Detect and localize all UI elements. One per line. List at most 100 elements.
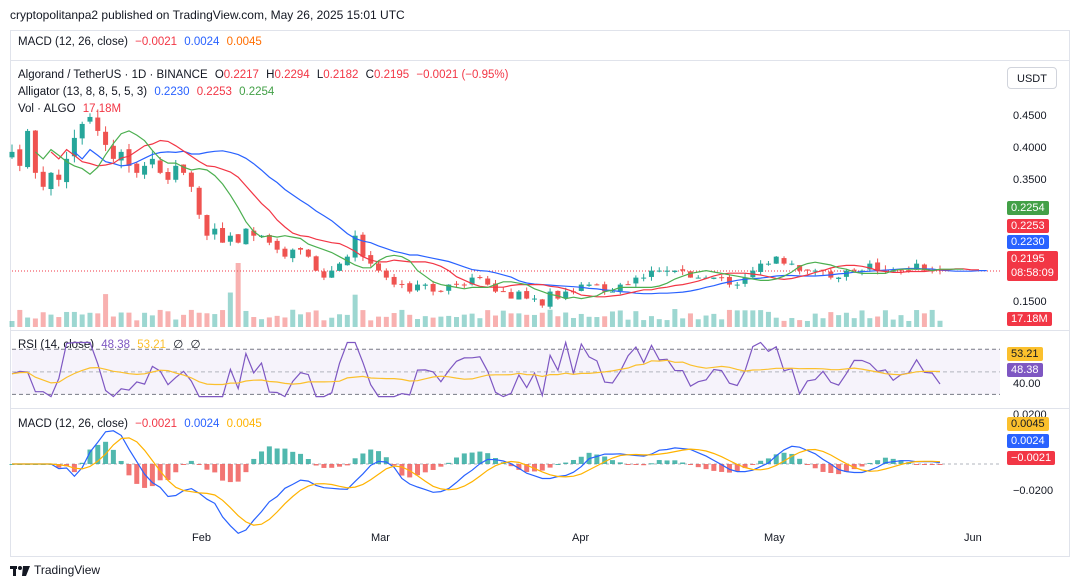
currency-button[interactable]: USDT bbox=[1007, 67, 1057, 89]
candle-body bbox=[477, 277, 483, 279]
candle-body bbox=[672, 270, 678, 272]
volume-bar bbox=[227, 292, 233, 327]
macd-label: MACD (12, 26, close) bbox=[18, 418, 128, 430]
volume-bar bbox=[828, 312, 834, 327]
volume-bar bbox=[500, 310, 506, 327]
macd-histogram-bar bbox=[243, 464, 249, 473]
candle-body bbox=[758, 263, 764, 272]
volume-bar bbox=[563, 312, 569, 327]
candle-body bbox=[259, 235, 265, 237]
alligator-teeth-line bbox=[50, 139, 979, 298]
macd-histogram-bar bbox=[804, 464, 810, 465]
volume-legend[interactable]: Vol · ALGO 17.18M bbox=[18, 103, 125, 115]
candle-body bbox=[157, 160, 163, 173]
candle-body bbox=[898, 269, 904, 271]
candle-body bbox=[781, 258, 787, 264]
macd-histogram-bar bbox=[126, 464, 132, 476]
volume-bar bbox=[126, 312, 132, 327]
candle-body bbox=[547, 291, 553, 307]
separator-macd bbox=[10, 408, 1070, 409]
top-macd-legend[interactable]: MACD (12, 26, close) −0.0021 0.0024 0.00… bbox=[18, 36, 266, 48]
macd-signal-tag: 0.0045 bbox=[1007, 417, 1049, 431]
macd-histogram-bar bbox=[929, 464, 935, 465]
date-label-feb: Feb bbox=[192, 532, 211, 544]
alligator-legend[interactable]: Alligator (13, 8, 8, 5, 5, 3) 0.2230 0.2… bbox=[18, 86, 278, 98]
volume-bar bbox=[648, 316, 654, 327]
candle-body bbox=[742, 277, 748, 284]
volume-bar bbox=[188, 309, 194, 327]
symbol-legend[interactable]: Algorand / TetherUS · 1D · BINANCE O0.22… bbox=[18, 69, 512, 81]
separator-rsi bbox=[10, 330, 1070, 331]
macd-histogram-bar bbox=[695, 464, 701, 468]
macd-histogram-bar bbox=[173, 464, 179, 473]
date-label-may: May bbox=[764, 532, 785, 544]
macd-histogram-bar bbox=[687, 464, 693, 465]
candle-body bbox=[298, 248, 304, 250]
candle-body bbox=[40, 171, 46, 187]
macd-histogram-bar bbox=[547, 464, 553, 468]
macd-histogram-bar bbox=[313, 464, 319, 466]
macd-histogram-bar bbox=[563, 462, 569, 464]
candle-body bbox=[118, 151, 124, 161]
candle-body bbox=[625, 284, 631, 286]
macd-histogram-bar bbox=[602, 456, 608, 464]
lips-price-tag: 0.2254 bbox=[1007, 201, 1049, 215]
macd-value: 0.0024 bbox=[184, 418, 220, 430]
macd-histogram-bar bbox=[337, 464, 343, 467]
macd-histogram-bar bbox=[469, 452, 475, 464]
macd-histogram-bar bbox=[477, 451, 483, 464]
volume-bar bbox=[773, 317, 779, 327]
volume-bar bbox=[703, 315, 709, 327]
candle-body bbox=[726, 276, 732, 285]
volume-bar bbox=[40, 312, 46, 327]
volume-bar bbox=[376, 316, 382, 327]
rsi-line bbox=[11, 340, 941, 398]
candle-body bbox=[251, 230, 257, 236]
macd-histogram-bar bbox=[212, 464, 218, 473]
candle-body bbox=[656, 270, 662, 272]
volume-bar bbox=[516, 313, 522, 327]
price-axis-label: 0.4000 bbox=[1013, 142, 1047, 154]
macd-histogram-bar bbox=[555, 464, 561, 465]
volume-bar bbox=[633, 311, 639, 327]
volume-bar bbox=[656, 319, 662, 327]
volume-bar bbox=[906, 320, 912, 327]
volume-bar bbox=[742, 310, 748, 327]
candle-body bbox=[555, 290, 561, 299]
macd-histogram-bar bbox=[594, 454, 600, 464]
volume-bar bbox=[524, 314, 530, 327]
macd-legend[interactable]: MACD (12, 26, close) −0.0021 0.0024 0.00… bbox=[18, 418, 266, 430]
rsi-extra-1: ∅ bbox=[173, 339, 184, 351]
candle-body bbox=[539, 299, 545, 306]
candle-body bbox=[797, 265, 803, 271]
macd-histogram-bar bbox=[492, 458, 498, 464]
macd-histogram-bar bbox=[220, 464, 226, 481]
macd-histogram-bar bbox=[329, 464, 335, 468]
volume-bar bbox=[9, 320, 15, 327]
volume-bar bbox=[321, 320, 327, 327]
volume-bar bbox=[890, 319, 896, 327]
candle-body bbox=[407, 283, 413, 292]
volume-bar bbox=[446, 315, 452, 327]
rsi-tag: 48.38 bbox=[1007, 363, 1043, 377]
candle-countdown: 08:58:09 bbox=[1011, 267, 1054, 279]
volume-bar bbox=[56, 317, 62, 327]
macd-histogram-bar bbox=[789, 453, 795, 464]
volume-bar bbox=[461, 314, 467, 327]
top-macd-signal-value: 0.0045 bbox=[226, 36, 262, 48]
alligator-label: Alligator (13, 8, 8, 5, 5, 3) bbox=[18, 86, 148, 98]
top-macd-label: MACD (12, 26, close) bbox=[18, 36, 128, 48]
volume-bar bbox=[212, 314, 218, 327]
rsi-value: 48.38 bbox=[101, 339, 131, 351]
macd-histogram-bar bbox=[578, 456, 584, 464]
volume-bar bbox=[820, 318, 826, 327]
macd-histogram-bar bbox=[204, 464, 210, 470]
volume-bar bbox=[438, 316, 444, 327]
volume-bar bbox=[360, 310, 366, 327]
candle-body bbox=[906, 270, 912, 272]
macd-histogram-bar bbox=[298, 453, 304, 464]
volume-bar bbox=[282, 317, 288, 327]
volume-bar bbox=[609, 311, 615, 327]
macd-histogram-bar bbox=[391, 464, 397, 466]
